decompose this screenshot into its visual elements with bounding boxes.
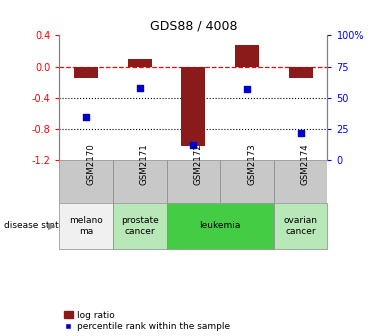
Bar [220,161,274,203]
Text: GSM2170: GSM2170 [86,143,95,185]
Bar [182,67,205,146]
Title: GDS88 / 4008: GDS88 / 4008 [150,20,237,33]
Text: prostate
cancer: prostate cancer [121,216,159,236]
Point [137,85,143,90]
Point [298,130,304,136]
Text: GSM2174: GSM2174 [301,143,309,185]
Text: melano
ma: melano ma [69,216,103,236]
Point [190,143,196,148]
Point [244,86,250,92]
Bar [289,67,313,78]
Text: GSM2172: GSM2172 [193,143,202,185]
Text: ▶: ▶ [48,221,56,231]
Text: disease state: disease state [4,221,64,230]
Text: GSM2171: GSM2171 [140,143,149,185]
Text: ovarian
cancer: ovarian cancer [284,216,318,236]
Text: leukemia: leukemia [200,221,241,230]
Text: GSM2173: GSM2173 [247,143,256,185]
Point [83,114,89,119]
Bar [274,161,327,203]
Bar [59,161,113,203]
Bar [167,161,220,203]
Bar [113,161,167,203]
Bar [235,45,259,67]
Legend: log ratio, percentile rank within the sample: log ratio, percentile rank within the sa… [64,311,231,332]
Bar [128,59,152,67]
Bar [74,67,98,78]
